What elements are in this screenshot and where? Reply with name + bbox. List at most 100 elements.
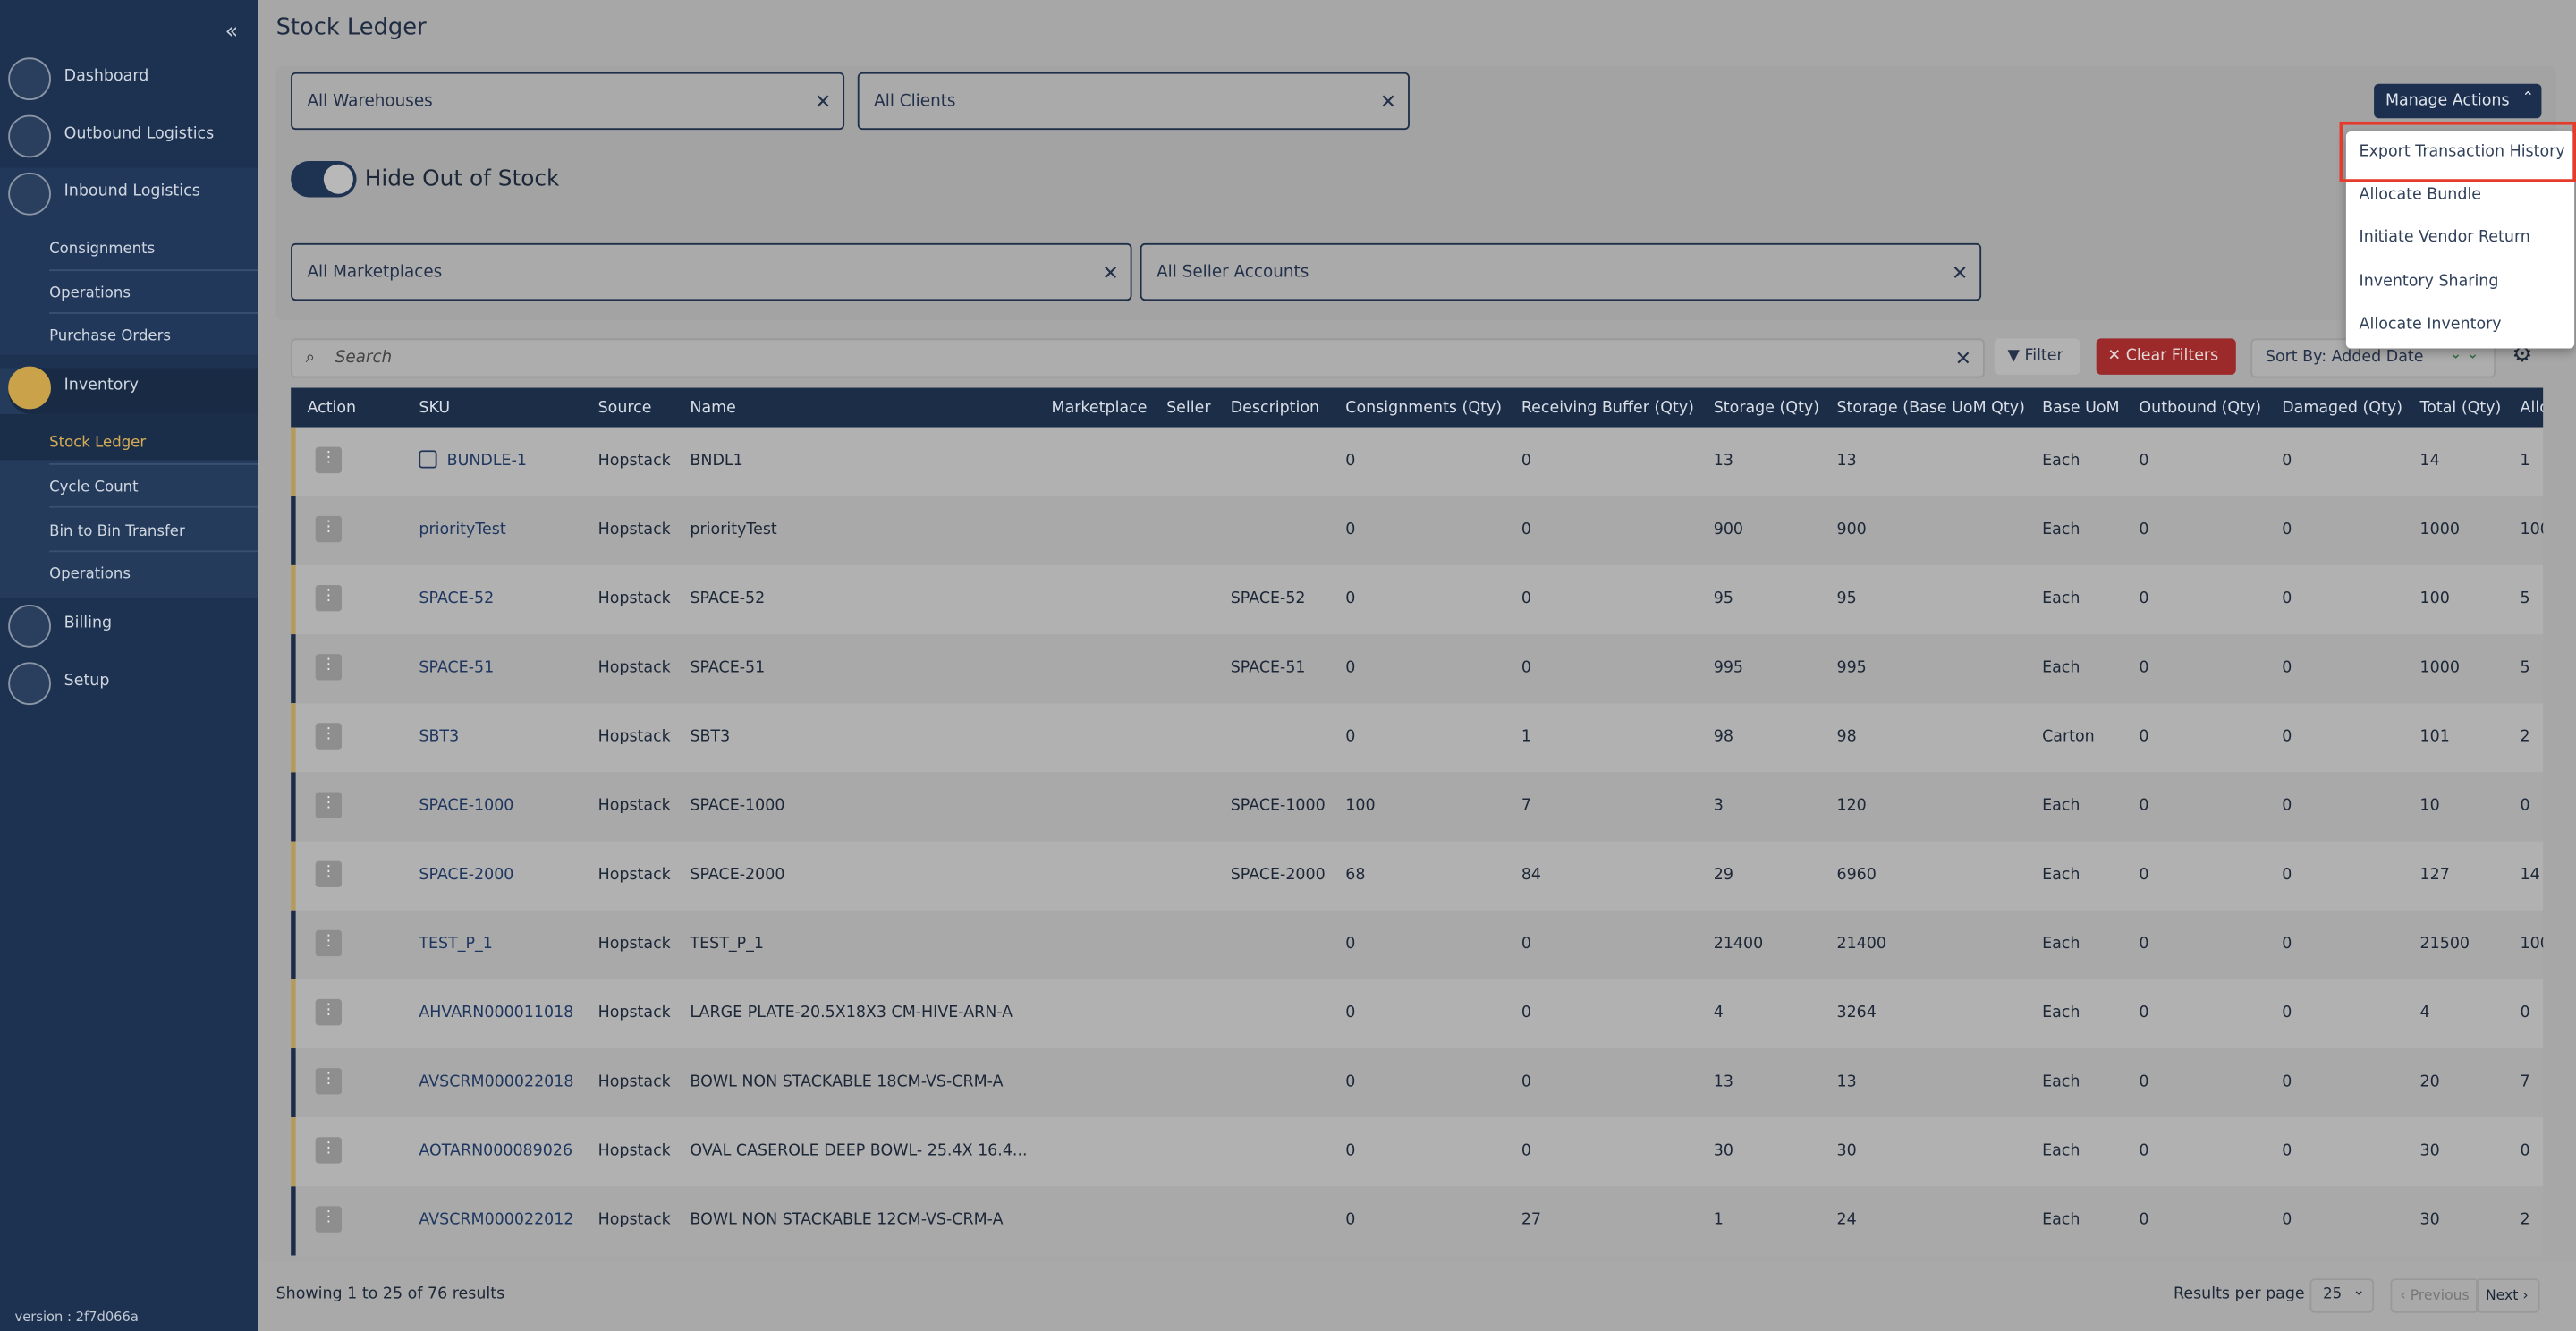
sku-link[interactable]: SBT3 (419, 727, 460, 747)
table-row: ⋮ BUNDLE-1 Hopstack BNDL1 0 0 13 13 Each 0 0 14 1 (291, 427, 2544, 496)
column-header: Seller (1166, 399, 1211, 418)
sku-link[interactable]: SPACE-51 (419, 658, 495, 677)
client-select[interactable]: All Clients ✕ (857, 72, 1410, 131)
sku-link[interactable]: TEST_P_1 (419, 935, 493, 954)
cell: 0 (2139, 1072, 2149, 1091)
cell: 0 (2139, 727, 2149, 747)
clear-filters-button[interactable]: ✕ Clear Filters (2096, 338, 2236, 375)
marketplace-select[interactable]: All Marketplaces ✕ (291, 242, 1132, 301)
sku-link[interactable]: BUNDLE-1 (446, 452, 527, 471)
sku-link[interactable]: AVSCRM000022012 (419, 1210, 574, 1230)
sku-link[interactable]: SPACE-2000 (419, 866, 514, 885)
cell: Hopstack (597, 1004, 671, 1022)
nav-item[interactable]: Billing (0, 599, 258, 649)
warehouse-select[interactable]: All Warehouses ✕ (291, 72, 845, 131)
nav-sub-item[interactable]: Purchase Orders (49, 329, 172, 346)
cell: 0 (2520, 1004, 2530, 1022)
table-row: ⋮ AVSCRM000022018 Hopstack BOWL NON STACKAB… (291, 1048, 2544, 1118)
nav-item[interactable]: Inbound Logistics (0, 167, 258, 216)
cell: 30 (1713, 1141, 1733, 1160)
sku-link[interactable]: SPACE-1000 (419, 796, 514, 816)
cell: 95 (1713, 589, 1733, 608)
previous-button[interactable]: ‹ Previous (2390, 1278, 2479, 1313)
menu-item[interactable]: Allocate Bundle (2359, 185, 2482, 205)
row-action-button[interactable]: ⋮ (315, 584, 343, 612)
manage-actions-button[interactable]: Manage Actions ⌃ (2374, 83, 2542, 119)
nav-label: Billing (64, 614, 113, 633)
next-button[interactable]: Next › (2475, 1278, 2540, 1313)
nav-sub-item[interactable]: Operations (49, 567, 131, 584)
row-action-button[interactable]: ⋮ (315, 446, 343, 474)
sku-link[interactable]: priorityTest (419, 521, 506, 539)
clear-icon[interactable]: ✕ (1379, 89, 1397, 113)
cell: 68 (1345, 866, 1366, 885)
nav-sub-item[interactable]: Cycle Count (49, 479, 139, 496)
seller-select[interactable]: All Seller Accounts ✕ (1140, 242, 1982, 301)
table-row: ⋮ AOTARN000089026 Hopstack OVAL CASEROLE DE… (291, 1117, 2544, 1187)
divider (49, 268, 258, 271)
cell: 0 (1521, 1004, 1531, 1022)
nav-item[interactable]: Setup (0, 657, 258, 707)
search-box[interactable]: ⌕ Search ✕ (291, 338, 1985, 378)
page-size-select[interactable]: 25 ⌄ (2309, 1278, 2375, 1313)
cell: 27 (1521, 1210, 1542, 1230)
row-action-button[interactable]: ⋮ (315, 998, 343, 1026)
nav-label: Inventory (64, 376, 140, 395)
row-action-button[interactable]: ⋮ (315, 1137, 343, 1164)
toggle[interactable] (291, 161, 357, 198)
cell: 0 (1345, 658, 1356, 677)
collapse-button[interactable]: « (225, 20, 239, 45)
cell: 0 (2139, 796, 2149, 816)
cell: 0 (2282, 935, 2292, 954)
results-summary: Showing 1 to 25 of 76 results (275, 1284, 505, 1303)
menu-item[interactable]: Export Transaction History (2359, 142, 2565, 162)
cell: Each (2042, 1141, 2080, 1160)
nav-sub-item[interactable]: Consignments (49, 242, 156, 259)
row-action-button[interactable]: ⋮ (315, 515, 343, 543)
cell: 0 (1521, 658, 1531, 677)
nav-item[interactable]: Inventory (0, 361, 258, 411)
clear-icon[interactable]: ✕ (1951, 260, 1969, 284)
row-action-button[interactable]: ⋮ (315, 723, 343, 750)
row-action-button[interactable]: ⋮ (315, 929, 343, 957)
nav-item[interactable]: Outbound Logistics (0, 110, 258, 159)
menu-item[interactable]: Initiate Vendor Return (2359, 229, 2530, 248)
nav-item[interactable]: Dashboard (0, 53, 258, 102)
cell: Hopstack (597, 452, 671, 471)
column-header: Base UoM (2042, 399, 2120, 418)
menu-item[interactable]: Inventory Sharing (2359, 272, 2499, 291)
clear-icon[interactable]: ✕ (814, 89, 832, 113)
nav-icon (8, 57, 51, 101)
nav-sub-item[interactable]: Stock Ledger (49, 435, 147, 453)
cell: 995 (1836, 658, 1867, 677)
row-action-button[interactable]: ⋮ (315, 1206, 343, 1233)
nav-sub-item[interactable]: Bin to Bin Transfer (49, 523, 185, 540)
row-action-button[interactable]: ⋮ (315, 860, 343, 888)
sort-icon: ⌄ ⌄ (2449, 346, 2479, 363)
version: version : 2f7d066a (14, 1310, 139, 1325)
nav-icon (8, 604, 51, 648)
sku-link[interactable]: AVSCRM000022018 (419, 1072, 574, 1091)
column-settings[interactable]: ⚙ (2512, 342, 2533, 369)
nav-sub-item[interactable]: Operations (49, 285, 131, 302)
cell: 4 (1713, 1004, 1724, 1022)
clear-icon[interactable]: ✕ (1102, 260, 1119, 284)
row-action-button[interactable]: ⋮ (315, 1068, 343, 1095)
cell: 0 (2139, 658, 2149, 677)
cell: 5 (2520, 658, 2530, 677)
cell: Each (2042, 521, 2080, 539)
cell: Each (2042, 1004, 2080, 1022)
row-action-button[interactable]: ⋮ (315, 792, 343, 818)
select-text: All Warehouses (307, 91, 433, 111)
sku-link[interactable]: AOTARN000089026 (419, 1141, 573, 1160)
cell: 1 (2520, 452, 2530, 471)
row-action-button[interactable]: ⋮ (315, 654, 343, 681)
clear-icon[interactable]: ✕ (1954, 346, 1972, 370)
cell: 98 (1836, 727, 1857, 747)
menu-item[interactable]: Allocate Inventory (2359, 315, 2502, 334)
filter-button[interactable]: ▼ Filter (1994, 338, 2080, 375)
sku-link[interactable]: AHVARN000011018 (419, 1004, 574, 1022)
previous-text: Previous (2410, 1288, 2470, 1305)
sku-link[interactable]: SPACE-52 (419, 589, 495, 608)
cell: 1 (1521, 727, 1531, 747)
